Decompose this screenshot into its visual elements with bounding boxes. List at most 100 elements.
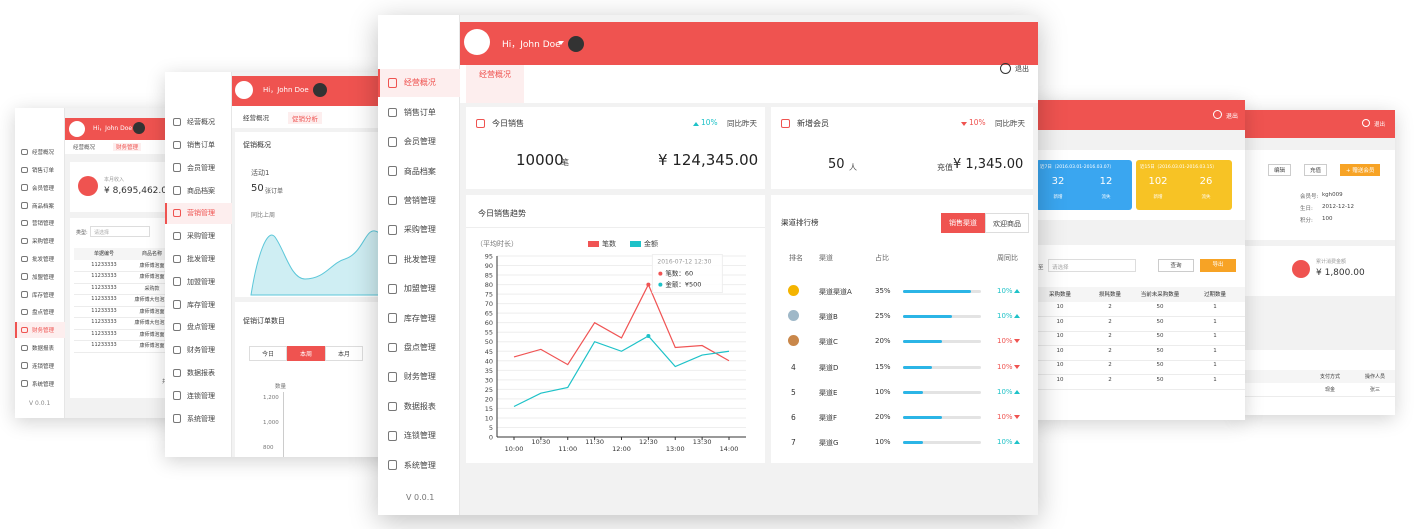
menu-item[interactable]: 库存管理 bbox=[187, 300, 216, 309]
axis-tick: 1,200 bbox=[263, 395, 279, 401]
period-tab[interactable]: 今日 bbox=[249, 346, 287, 361]
menu-item[interactable]: 数据报表 bbox=[403, 401, 436, 411]
menu-item[interactable]: 商品档案 bbox=[32, 203, 55, 210]
arrow-up bbox=[1014, 289, 1020, 293]
menu-item[interactable]: 盘点管理 bbox=[187, 323, 216, 332]
series-line bbox=[513, 283, 730, 366]
tab[interactable]: 促销分析 bbox=[288, 112, 322, 124]
menu-item[interactable]: 营销管理 bbox=[403, 196, 436, 205]
period-tab[interactable]: 本周 bbox=[287, 346, 325, 361]
member-card: 编辑 充值 + 赠送会员 会员号: kgh009 生日: 2012-12-12 积分: 100 bbox=[1240, 150, 1395, 240]
menu-item[interactable]: 采购管理 bbox=[403, 225, 436, 235]
table-header: 当前未采购数量 bbox=[1140, 291, 1180, 298]
menu-item[interactable]: 销售订单 bbox=[32, 167, 55, 174]
menu-item[interactable]: 商品档案 bbox=[403, 166, 436, 176]
tab[interactable]: 经营概况 bbox=[73, 145, 96, 151]
table-cell: 11233333 bbox=[91, 261, 117, 268]
menu-item[interactable]: 会员管理 bbox=[403, 137, 436, 147]
version: V 0.0.1 bbox=[29, 400, 51, 407]
ranking-header: 渠道 bbox=[819, 254, 833, 262]
panel-member: 退出 编辑 充值 + 赠送会员 会员号: kgh009 生日: 2012-12-12 积分: 10… bbox=[1240, 110, 1395, 415]
menu-item[interactable]: 财务管理 bbox=[32, 328, 55, 335]
tab[interactable]: 经营概况 bbox=[466, 65, 524, 103]
share-bar bbox=[903, 441, 923, 445]
table-cell: 张三 bbox=[1369, 386, 1381, 393]
ranking-tab[interactable]: 销售渠道 bbox=[941, 213, 985, 233]
menu-item[interactable]: 加盟管理 bbox=[187, 277, 216, 286]
menu-item[interactable]: 加盟管理 bbox=[32, 274, 55, 281]
button[interactable]: 查询 bbox=[1158, 259, 1194, 272]
menu-item[interactable]: 营销管理 bbox=[187, 209, 216, 218]
tooltip-point bbox=[646, 282, 651, 287]
menu-item[interactable]: 会员管理 bbox=[32, 185, 55, 192]
y-tick-label: 40 bbox=[485, 357, 493, 365]
menu-item[interactable]: 系统管理 bbox=[403, 460, 436, 470]
table-card: 至 请选择 查询 导出 采购数量 损耗数量 当前未采购数量 过期数量 10 2 50 1 10 2 50 1 1… bbox=[1030, 245, 1245, 420]
menu-item[interactable]: 库存管理 bbox=[32, 292, 55, 299]
button[interactable]: + 赠送会员 bbox=[1340, 164, 1381, 176]
logout[interactable]: 退出 bbox=[1374, 122, 1386, 128]
menu-item[interactable]: 盘点管理 bbox=[403, 343, 436, 352]
stat-card: 近7日（2016.03.01-2016.03.07） 32 新增 12 流失 bbox=[1036, 160, 1132, 210]
menu-item[interactable]: 采购管理 bbox=[187, 232, 216, 241]
menu-icon bbox=[21, 308, 28, 316]
greeting: Hi，John Doe bbox=[263, 86, 309, 94]
tab[interactable]: 财务管理 bbox=[113, 143, 142, 151]
logout[interactable]: 退出 bbox=[1015, 65, 1029, 73]
table-header-bg bbox=[1030, 287, 1245, 302]
menu-item[interactable]: 经营概况 bbox=[187, 118, 216, 127]
menu-item[interactable]: 财务管理 bbox=[187, 346, 216, 355]
menu-item[interactable]: 采购管理 bbox=[32, 239, 55, 246]
y-tick-label: 75 bbox=[485, 291, 493, 299]
menu-icon bbox=[387, 313, 398, 323]
menu-item[interactable]: 销售订单 bbox=[187, 140, 216, 149]
menu-item[interactable]: 盘点管理 bbox=[32, 310, 55, 317]
menu-item[interactable]: 销售订单 bbox=[403, 107, 436, 117]
menu-icon bbox=[387, 401, 398, 412]
button[interactable]: 编辑 bbox=[1268, 164, 1292, 176]
menu-item[interactable]: 会员管理 bbox=[187, 163, 216, 172]
menu-item[interactable]: 批发管理 bbox=[403, 254, 436, 264]
menu-item[interactable]: 连锁管理 bbox=[403, 431, 436, 441]
menu-item[interactable]: 加盟管理 bbox=[403, 284, 436, 294]
menu-item[interactable]: 连锁管理 bbox=[187, 391, 216, 400]
table-cell: 11233333 bbox=[91, 307, 117, 314]
table-header: 支付方式 bbox=[1319, 373, 1341, 380]
menu-item[interactable]: 系统管理 bbox=[187, 414, 216, 423]
button[interactable]: 导出 bbox=[1200, 259, 1236, 272]
filter-select[interactable] bbox=[1048, 259, 1136, 272]
table-cell: 10 bbox=[1056, 376, 1064, 383]
menu-item[interactable]: 批发管理 bbox=[187, 254, 216, 263]
period-tab[interactable]: 本月 bbox=[325, 346, 363, 361]
ranking-tab[interactable]: 欢迎商品 bbox=[985, 213, 1029, 233]
member-count-unit: 人 bbox=[849, 163, 857, 172]
filter-select[interactable] bbox=[90, 226, 150, 237]
menu-item[interactable]: 营销管理 bbox=[32, 221, 55, 228]
menu-item[interactable]: 数据报表 bbox=[187, 368, 216, 377]
menu-item[interactable]: 批发管理 bbox=[32, 256, 55, 263]
y-tick-label: 35 bbox=[485, 367, 493, 375]
menu-icon bbox=[21, 148, 28, 156]
tab[interactable]: 经营概况 bbox=[243, 114, 269, 122]
back-button[interactable] bbox=[464, 29, 490, 55]
menu-item[interactable]: 商品档案 bbox=[187, 186, 216, 195]
back-button[interactable] bbox=[69, 121, 85, 137]
menu-item[interactable]: 系统管理 bbox=[32, 381, 55, 388]
card-title: 促销订单数目 bbox=[243, 317, 285, 325]
logout-icon[interactable] bbox=[1000, 63, 1011, 74]
menu-item[interactable]: 经营概况 bbox=[32, 150, 55, 157]
stat-value: 12 bbox=[1099, 176, 1113, 187]
table-cell: 康师傅泡面 bbox=[139, 331, 165, 338]
menu-item[interactable]: 数据报表 bbox=[32, 345, 55, 352]
back-button[interactable] bbox=[235, 81, 253, 99]
card-compare: 同比昨天 bbox=[727, 119, 757, 128]
menu-item[interactable]: 经营概况 bbox=[403, 78, 436, 88]
y-tick-label: 0 bbox=[489, 434, 493, 442]
orders-unit: 张订单 bbox=[265, 188, 284, 195]
button[interactable]: 充值 bbox=[1304, 164, 1328, 176]
share-track bbox=[903, 416, 981, 419]
menu-item[interactable]: 财务管理 bbox=[403, 372, 436, 382]
menu-item[interactable]: 库存管理 bbox=[403, 313, 436, 323]
logout[interactable]: 退出 bbox=[1226, 113, 1239, 120]
menu-item[interactable]: 连锁管理 bbox=[32, 363, 55, 370]
